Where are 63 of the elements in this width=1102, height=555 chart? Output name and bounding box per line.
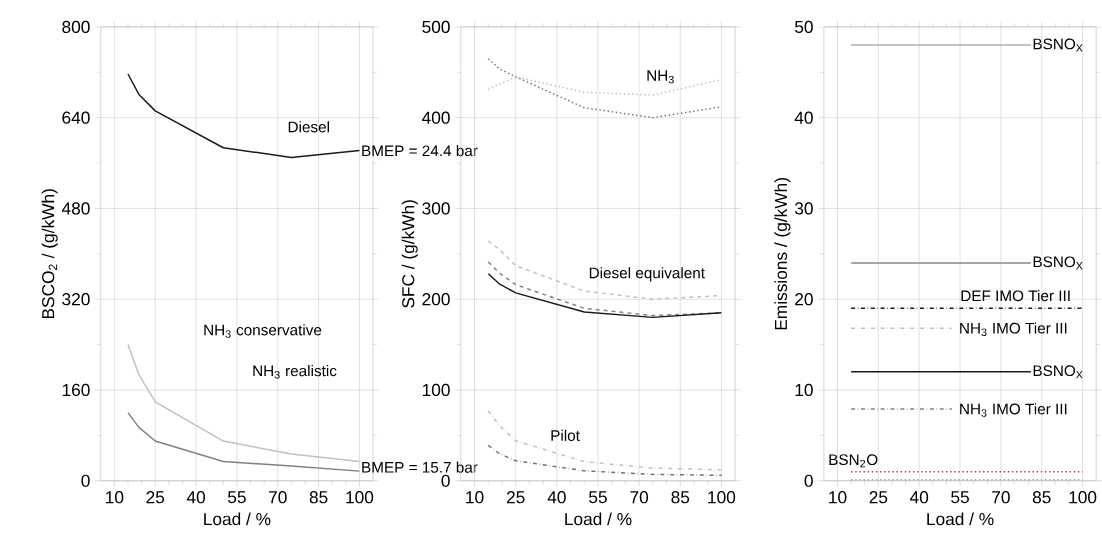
y-axis-title: Emissions / (g/kWh) — [774, 178, 791, 330]
y-axis-title: SFC / (g/kWh) — [401, 200, 418, 309]
y-tick-label: 300 — [422, 202, 450, 215]
y-tick-label: 50 — [794, 21, 813, 34]
y-tick-label: 160 — [62, 384, 90, 397]
y-tick-label: 0 — [804, 474, 813, 488]
x-tick-label: 55 — [227, 491, 246, 504]
annotation: NH$_{3}$ IMO Tier III — [960, 322, 1067, 337]
annotation: Pilot — [551, 429, 580, 442]
x-tick-label: 25 — [146, 491, 165, 504]
x-tick-label: 70 — [269, 491, 287, 504]
annotation: BMEP = 24.4 bar — [362, 145, 478, 157]
y-tick-label: 40 — [794, 111, 813, 125]
annotation: BSN$_{2}$O — [829, 454, 878, 468]
x-tick-label: 55 — [589, 491, 607, 504]
line-series — [127, 73, 361, 159]
x-tick-label: 70 — [992, 491, 1010, 504]
y-tick-label: 500 — [422, 21, 450, 34]
line-series — [127, 412, 361, 473]
x-tick-label: 100 — [708, 491, 736, 504]
line-series — [487, 444, 723, 477]
x-axis-title: Load / % — [927, 512, 994, 526]
x-tick-label: 85 — [1032, 491, 1051, 504]
x-tick-label: 100 — [346, 491, 374, 504]
x-tick-label: 10 — [106, 491, 124, 504]
x-tick-label: 10 — [829, 491, 847, 504]
y-tick-label: 480 — [61, 202, 90, 215]
x-tick-label: 25 — [869, 491, 888, 504]
annotation: Diesel — [288, 121, 329, 133]
y-tick-label: 10 — [795, 384, 813, 397]
y-tick-label: 0 — [81, 474, 90, 488]
y-tick-label: 0 — [441, 474, 450, 488]
x-tick-label: 70 — [630, 491, 649, 504]
x-tick-label: 85 — [671, 491, 690, 504]
y-tick-label: 400 — [422, 111, 450, 125]
annotation: DEF IMO Tier III — [961, 290, 1070, 302]
y-tick-label: 20 — [795, 293, 813, 306]
y-tick-label: 320 — [62, 293, 90, 306]
y-tick-label: 800 — [62, 21, 90, 34]
y-tick-label: 200 — [422, 293, 450, 306]
x-tick-label: 10 — [466, 491, 484, 504]
series-label: BSNO$_{X}$ — [1033, 365, 1083, 379]
y-tick-label: 100 — [422, 384, 450, 397]
legend-label: BSNO$_{X}$ — [1033, 256, 1083, 270]
y-tick-label: 640 — [62, 111, 90, 125]
annotation: NH$_{3}$ IMO Tier III — [960, 403, 1067, 417]
x-tick-label: 40 — [909, 491, 929, 504]
x-tick-label: 85 — [309, 491, 328, 504]
x-tick-label: 55 — [951, 491, 969, 504]
series-label: BSNO$_{X}$ — [1033, 38, 1083, 52]
annotation: BMEP = 15.7 bar — [362, 461, 478, 473]
x-tick-label: 100 — [1069, 491, 1097, 504]
annotation: Diesel equivalent — [589, 267, 705, 282]
annotation: NH$_{3}$ — [647, 70, 674, 84]
x-tick-label: 40 — [547, 491, 566, 504]
y-tick-label: 30 — [794, 202, 813, 215]
x-axis-title: Load / % — [204, 512, 271, 526]
annotation: NH$_{3}$ realistic — [253, 365, 337, 379]
x-tick-label: 25 — [506, 491, 525, 504]
annotation: NH$_{3}$ conservative — [204, 324, 322, 338]
x-tick-label: 40 — [186, 491, 206, 504]
y-axis-title: BSCO$_{2}$ / (g/kWh) — [41, 189, 58, 319]
x-axis-title: Load / % — [565, 512, 632, 526]
